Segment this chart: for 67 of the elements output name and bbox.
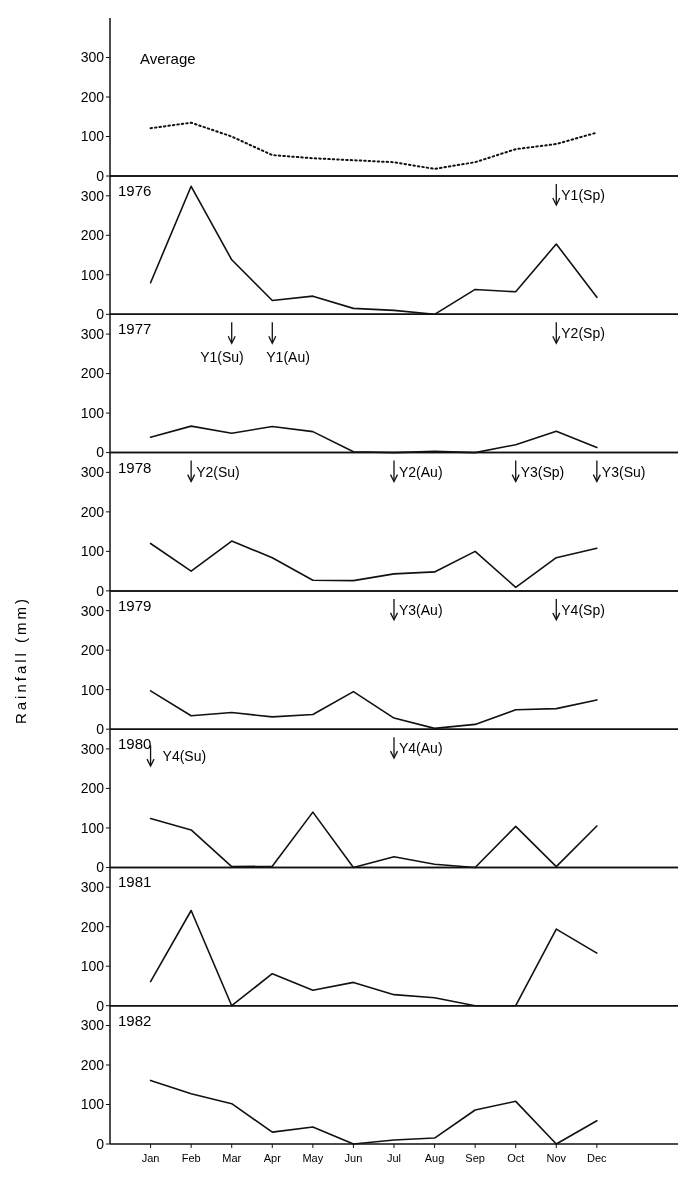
annotation: Y4(Sp) (561, 601, 605, 618)
y-tick-label: 300 (80, 325, 105, 342)
annotation: Y4(Au) (399, 740, 443, 757)
y-tick-label: 100 (80, 958, 105, 975)
y-tick-label: 100 (80, 404, 105, 421)
line-series (149, 121, 598, 170)
annotation: Y2(Su) (196, 463, 240, 480)
y-tick-label: 300 (80, 602, 105, 619)
annotation: Y1(Au) (266, 349, 310, 366)
y-tick-label: 300 (80, 49, 105, 66)
y-tick-label: 0 (96, 1135, 105, 1152)
x-tick-label: Jun (344, 1152, 363, 1164)
y-tick-label: 200 (80, 503, 105, 520)
annotation: Y3(Au) (399, 601, 443, 618)
y-tick-label: 100 (80, 1096, 105, 1113)
x-tick-label: Mar (222, 1152, 242, 1164)
x-tick-label: Jan (141, 1152, 160, 1164)
y-tick-label: 100 (80, 819, 105, 836)
y-tick-label: 100 (80, 266, 105, 283)
chart-title: 1979 (118, 596, 152, 614)
annotation: Y4(Su) (162, 748, 207, 765)
x-tick-label: Aug (424, 1152, 445, 1164)
y-tick-label: 0 (96, 859, 105, 876)
y-tick-label: 200 (80, 1056, 105, 1073)
x-tick-label: Dec (587, 1152, 608, 1164)
y-tick-label: 100 (80, 681, 105, 698)
y-tick-label: 200 (80, 227, 105, 244)
y-tick-label: 0 (96, 997, 105, 1014)
annotation: Y2(Sp) (561, 325, 605, 342)
y-tick-label: 0 (96, 306, 105, 323)
chart-title: 1980 (118, 735, 152, 753)
y-tick-label: 200 (80, 88, 105, 105)
x-tick-label: May (302, 1152, 324, 1164)
y-tick-label: 200 (80, 642, 105, 659)
chart-title: 1978 (118, 458, 152, 476)
y-tick-label: 0 (96, 444, 105, 461)
y-tick-label: 200 (80, 918, 105, 935)
y-tick-label: 300 (80, 879, 105, 896)
y-tick-label: 0 (96, 167, 105, 184)
x-tick-label: Apr (263, 1152, 282, 1164)
y-tick-label: 300 (80, 464, 105, 481)
annotation: Y1(Su) (200, 349, 244, 366)
chart-title: 1982 (118, 1011, 152, 1029)
y-tick-label: 200 (80, 780, 105, 797)
y-tick-label: 300 (80, 1017, 105, 1034)
y-tick-label: 200 (80, 365, 105, 382)
y-axis-title: Rainfall (mm) (12, 595, 29, 725)
y-tick-label: 0 (96, 721, 105, 738)
x-tick-label: Feb (181, 1152, 201, 1164)
annotation: Y1(Sp) (561, 187, 605, 204)
x-tick-label: Nov (546, 1152, 567, 1164)
y-tick-label: 100 (80, 543, 105, 560)
chart-title: 1981 (118, 873, 152, 891)
text: Average (140, 50, 196, 67)
y-tick-label: 300 (80, 187, 105, 204)
x-tick-label: Sep (465, 1152, 485, 1164)
y-tick-label: 100 (80, 128, 105, 145)
annotation: Y3(Sp) (520, 463, 565, 480)
chart-title: 1976 (118, 182, 152, 200)
line-series (149, 540, 598, 589)
y-tick-label: 300 (80, 740, 105, 757)
annotation: Y2(Au) (399, 463, 443, 480)
annotation: Y3(Su) (601, 463, 646, 480)
x-tick-label: Oct (507, 1152, 525, 1164)
x-tick-label: Jul (386, 1152, 402, 1164)
y-tick-label: 0 (96, 582, 105, 599)
chart-title: 1977 (118, 320, 152, 338)
